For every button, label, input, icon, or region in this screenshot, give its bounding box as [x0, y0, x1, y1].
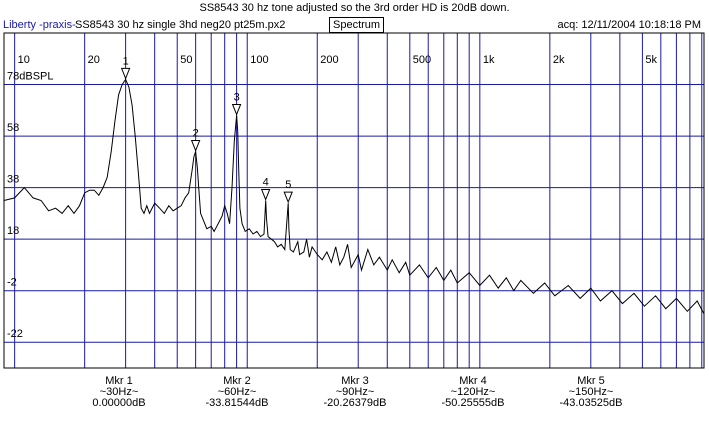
- marker-number: 3: [234, 91, 240, 103]
- y-tick-label: -22: [7, 328, 23, 340]
- spectrum-trace: [3, 78, 705, 315]
- marker-value: -43.03525dB: [559, 397, 623, 409]
- marker-value: -20.26379dB: [323, 397, 387, 409]
- acquisition-time: acq: 12/11/2004 10:18:18 PM: [557, 19, 701, 31]
- y-tick-label: 58: [7, 122, 19, 134]
- marker-value: -50.25555dB: [441, 397, 505, 409]
- marker-value: -33.81544dB: [205, 397, 269, 409]
- y-tick-label: 18: [7, 225, 19, 237]
- marker-triangle: [260, 189, 271, 201]
- header-bar: Liberty -praxis- SS8543 30 hz single 3hd…: [0, 17, 709, 33]
- marker-triangle: [190, 140, 201, 152]
- x-tick-label: 2k: [553, 54, 565, 66]
- x-tick-label: 500: [413, 54, 431, 66]
- marker-freq: ~30Hz~: [99, 386, 139, 398]
- marker-readouts: Mkr 1 ~30Hz~ 0.00000dB Mkr 2 ~60Hz~ -33.…: [0, 376, 709, 426]
- marker-label: Mkr 3: [341, 375, 369, 387]
- marker-triangle: [231, 103, 242, 116]
- marker-label: Mkr 1: [105, 375, 133, 387]
- marker-number: 5: [285, 179, 291, 191]
- x-tick-label: 10: [18, 54, 30, 66]
- marker-triangle: [120, 67, 131, 80]
- y-tick-label: -2: [7, 277, 17, 289]
- marker-number: 4: [263, 177, 269, 189]
- x-tick-label: 20: [88, 54, 100, 66]
- x-tick-label: 5k: [645, 54, 657, 66]
- x-tick-label: 200: [320, 54, 338, 66]
- y-tick-label: 78dBSPL: [7, 71, 53, 83]
- marker-label: Mkr 2: [223, 375, 251, 387]
- marker-number: 1: [123, 55, 129, 67]
- marker-triangle: [283, 191, 293, 204]
- marker-readout-1: Mkr 1 ~30Hz~ 0.00000dB: [64, 376, 174, 409]
- file-name: SS8543 30 hz single 3hd neg20 pt25m.px2: [75, 19, 286, 31]
- marker-readout-3: Mkr 3 ~90Hz~ -20.26379dB: [300, 376, 410, 409]
- marker-readout-5: Mkr 5 ~150Hz~ -43.03525dB: [536, 376, 646, 409]
- x-tick-label: 100: [250, 54, 268, 66]
- marker-label: Mkr 5: [577, 375, 605, 387]
- marker-freq: ~90Hz~: [335, 386, 375, 398]
- chart-title: SS8543 30 hz tone adjusted so the 3rd or…: [199, 2, 510, 14]
- marker-number: 2: [193, 128, 199, 140]
- marker-label: Mkr 4: [459, 375, 487, 387]
- marker-readout-4: Mkr 4 ~120Hz~ -50.25555dB: [418, 376, 528, 409]
- y-tick-label: 38: [7, 174, 19, 186]
- x-tick-label: 50: [180, 54, 192, 66]
- marker-readout-2: Mkr 2 ~60Hz~ -33.81544dB: [182, 376, 292, 409]
- marker-freq: ~60Hz~: [217, 386, 257, 398]
- x-tick-label: 1k: [483, 54, 495, 66]
- plot-frame: [3, 32, 705, 369]
- brand-label: Liberty -praxis-: [3, 19, 76, 31]
- marker-freq: ~150Hz~: [568, 386, 614, 398]
- spectrum-button[interactable]: Spectrum: [329, 17, 385, 33]
- marker-value: 0.00000dB: [92, 397, 146, 409]
- marker-freq: ~120Hz~: [450, 386, 496, 398]
